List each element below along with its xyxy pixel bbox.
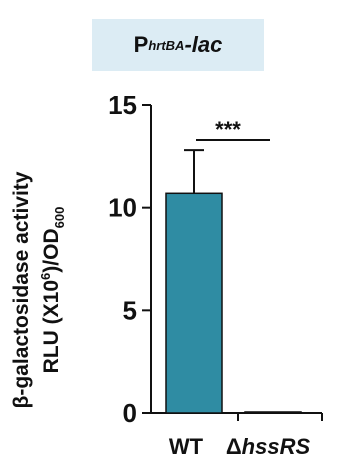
- y-axis-label-line1: β-galactosidase activity: [10, 171, 33, 408]
- title-sub: hrtBA: [148, 37, 185, 53]
- y-tick-label: 5: [123, 295, 137, 325]
- y-ticks: 0 5 10 15: [108, 90, 323, 428]
- y-tick-label: 15: [108, 90, 137, 120]
- bar: [244, 411, 302, 414]
- y-axis-label-line2: RLU (X106)/OD600: [38, 207, 67, 374]
- x-category-label: ΔhssRS: [226, 434, 311, 459]
- y-tick-label: 10: [108, 193, 137, 223]
- x-categories: WT ΔhssRS: [169, 434, 311, 459]
- title-main: P: [133, 32, 149, 57]
- x-category-label: WT: [169, 434, 204, 459]
- title-suffix: -lac: [184, 32, 223, 57]
- y-axis-label: β-galactosidase activity RLU (X106)/OD60…: [10, 171, 67, 408]
- y-tick-label: 0: [123, 398, 137, 428]
- significance-marker: ***: [196, 117, 270, 142]
- bar: [165, 192, 223, 414]
- significance-label: ***: [215, 117, 241, 142]
- bars: [165, 149, 302, 414]
